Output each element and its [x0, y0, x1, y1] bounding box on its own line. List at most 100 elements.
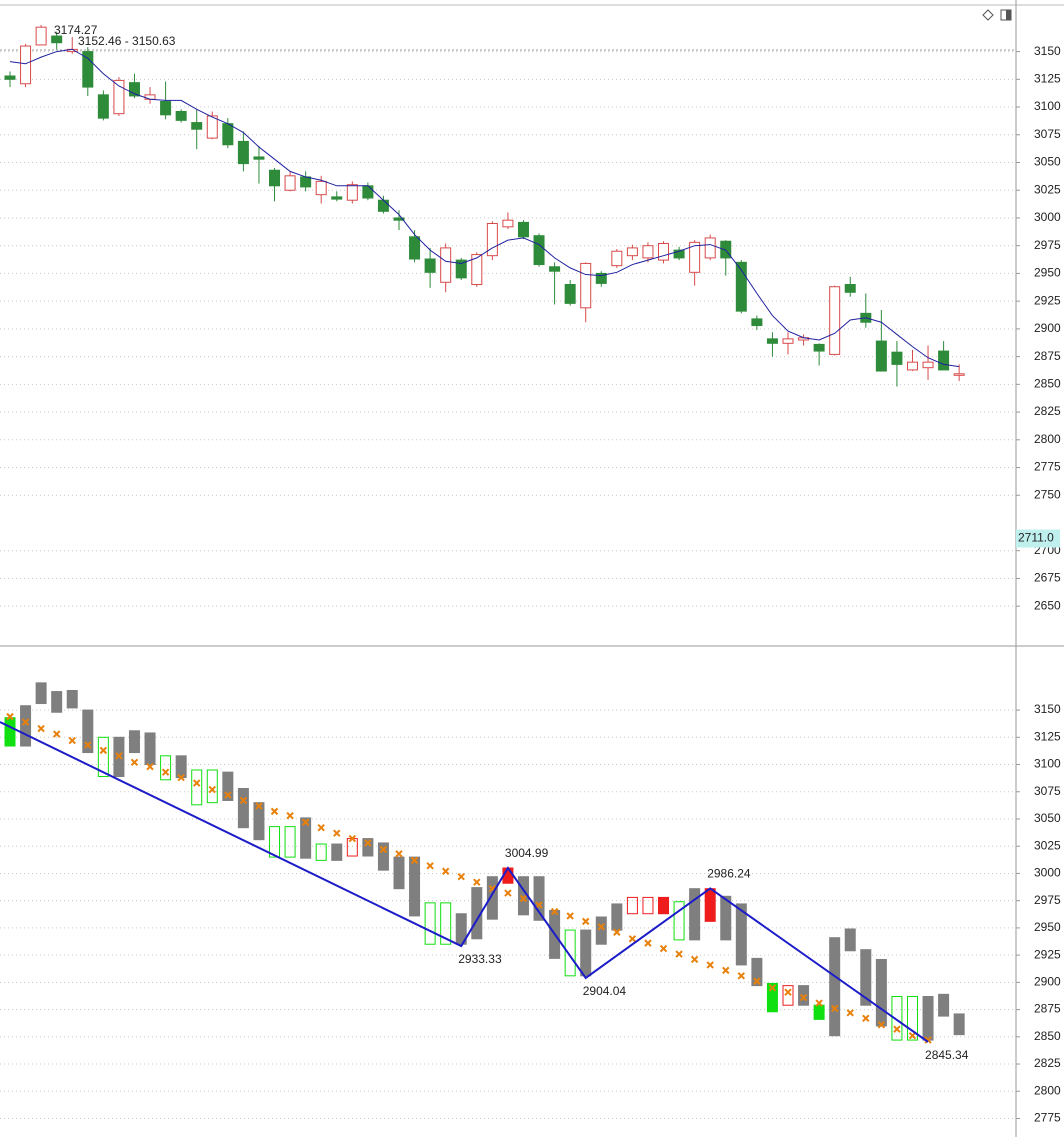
candle-body — [844, 284, 856, 293]
y-tick-label: 3050 — [1034, 155, 1061, 169]
y-tick-label: 3100 — [1034, 757, 1061, 771]
candle-body — [191, 122, 203, 130]
range-bar — [128, 730, 140, 754]
panel-icon-fill — [1006, 10, 1011, 20]
stop-marker — [21, 718, 30, 726]
candle-body — [300, 176, 312, 188]
zigzag-line — [0, 721, 929, 1043]
range-bar — [689, 888, 701, 941]
y-tick-label: 2850 — [1034, 377, 1061, 391]
range-bar — [844, 928, 856, 952]
range-bar — [860, 949, 872, 1006]
y-tick-label: 3025 — [1034, 182, 1061, 196]
y-tick-label: 3125 — [1034, 729, 1061, 743]
stop-marker — [239, 796, 248, 805]
candle-body — [160, 100, 172, 116]
stop-marker — [255, 802, 263, 810]
range-bar — [393, 856, 405, 890]
stop-marker — [426, 862, 434, 870]
range-bar — [626, 896, 638, 915]
candle-body — [82, 51, 94, 88]
y-tick-label: 2975 — [1034, 238, 1061, 252]
stop-marker — [193, 779, 201, 787]
candle-body — [549, 266, 561, 272]
range-bar — [269, 826, 281, 858]
range-bar — [97, 736, 109, 778]
candle-body — [315, 180, 327, 196]
range-bar — [440, 902, 452, 945]
range-bar — [66, 689, 78, 709]
range-bar — [642, 896, 654, 915]
candle-body — [284, 175, 296, 191]
range-bar — [751, 957, 763, 987]
stop-marker — [550, 907, 559, 916]
stop-marker — [768, 984, 777, 992]
candle-body — [953, 373, 965, 376]
stop-marker — [519, 894, 528, 903]
stop-marker — [6, 712, 14, 721]
candle-body — [222, 123, 234, 146]
range-bar — [486, 876, 498, 920]
candle-body — [611, 250, 623, 267]
stop-marker — [675, 950, 683, 958]
stop-marker — [924, 1036, 932, 1044]
y-tick-label: 2875 — [1034, 1002, 1061, 1016]
range-bar — [704, 888, 716, 922]
candle-body — [533, 235, 545, 266]
y-tick-label: 3125 — [1034, 71, 1061, 85]
candle-body — [595, 272, 607, 284]
y-tick-label: 2775 — [1034, 460, 1061, 474]
range-bar — [798, 985, 810, 1006]
stop-marker — [99, 746, 108, 755]
candle-body — [704, 237, 716, 259]
range-bar — [782, 985, 794, 1006]
candle-body — [237, 140, 249, 165]
stop-marker — [690, 955, 699, 964]
stop-marker — [37, 724, 45, 733]
stop-marker — [395, 850, 403, 858]
candle-body — [580, 262, 592, 309]
candle-body — [922, 361, 934, 369]
range-bar — [720, 895, 732, 941]
range-bar — [938, 993, 950, 1017]
candle-body — [253, 156, 265, 160]
annotation: 3174.27 — [54, 23, 98, 37]
range-bar — [953, 1013, 965, 1036]
y-tick-label: 2825 — [1034, 404, 1061, 418]
diamond-icon[interactable] — [982, 9, 994, 21]
zigzag-label: 3004.99 — [505, 846, 549, 860]
stop-marker — [115, 752, 123, 760]
annotation: 3152.46 - 3150.63 — [78, 34, 176, 48]
range-bar — [35, 682, 47, 705]
stop-marker — [441, 867, 450, 875]
y-tick-label: 2825 — [1034, 1056, 1061, 1070]
candle-body — [766, 338, 778, 344]
y-tick-label: 3075 — [1034, 784, 1061, 798]
y-tick-label: 3025 — [1034, 838, 1061, 852]
range-bar — [813, 1004, 825, 1020]
range-bar — [424, 902, 436, 945]
y-tick-label: 2950 — [1034, 920, 1061, 934]
stop-marker — [224, 791, 232, 799]
range-bar — [377, 842, 389, 871]
y-tick-label: 2925 — [1034, 293, 1061, 307]
candle-body — [658, 242, 670, 261]
range-bar — [51, 691, 63, 713]
stop-marker — [177, 773, 185, 782]
candle-body — [331, 196, 343, 200]
candle-body — [377, 199, 389, 212]
range-bar — [564, 929, 576, 977]
stop-marker — [161, 768, 170, 776]
range-bar — [766, 982, 778, 1013]
range-bar — [315, 843, 327, 861]
candle-body — [891, 351, 903, 365]
y-tick-label: 2900 — [1034, 975, 1061, 989]
y-tick-label: 3000 — [1034, 210, 1061, 224]
range-bar — [284, 826, 296, 858]
y-tick-label: 2950 — [1034, 266, 1061, 280]
stop-marker — [597, 923, 605, 931]
candle-body — [642, 245, 654, 259]
candle-body — [144, 94, 156, 100]
candle-body — [362, 185, 374, 199]
